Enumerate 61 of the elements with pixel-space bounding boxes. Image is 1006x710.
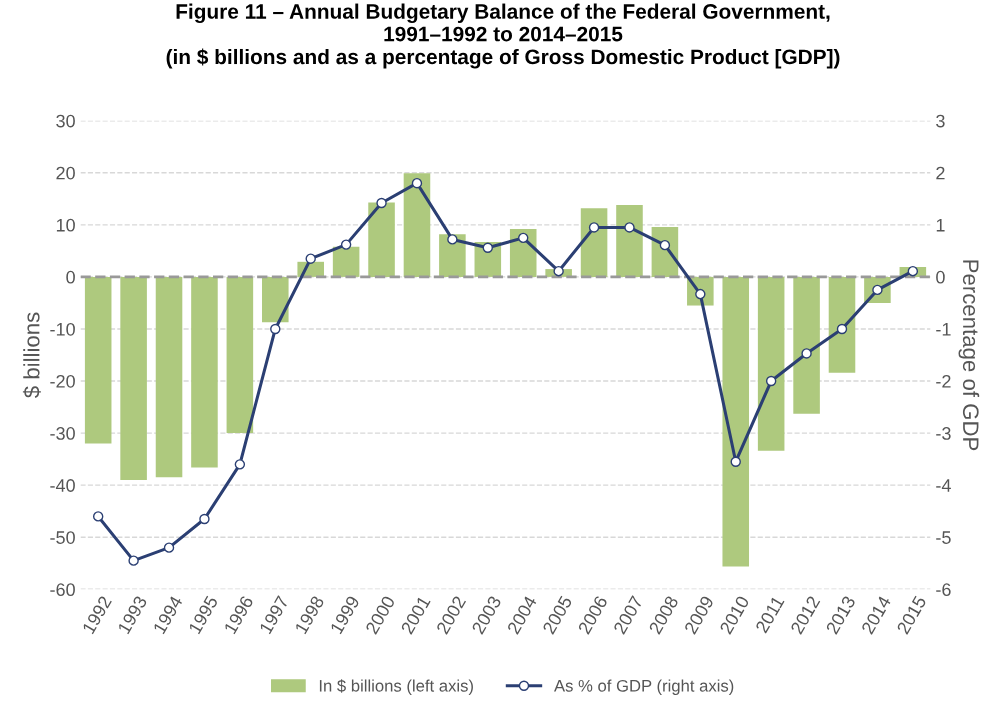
point (588, 222, 600, 233)
y-tick-label: -10 (50, 322, 75, 336)
y2-tick-label: -2 (936, 374, 951, 388)
y2-tick-label: 1 (936, 218, 945, 232)
point (659, 239, 671, 251)
point (163, 542, 175, 553)
bar (757, 276, 785, 451)
y-tick-label: -30 (50, 427, 75, 440)
bar (368, 202, 395, 277)
y2-tick-label: 0 (936, 270, 945, 284)
point (836, 323, 848, 335)
y2-tick-label: 2 (936, 166, 945, 180)
y-tick-label: 30 (56, 114, 75, 128)
y-tick-label: -20 (50, 374, 75, 388)
y-tick-label: 20 (56, 166, 75, 180)
y-axis-title: $ billions (22, 312, 41, 398)
point (270, 323, 281, 335)
legend-label: As % of GDP (right axis) (554, 679, 734, 695)
point (305, 253, 316, 264)
point (128, 555, 139, 566)
point (801, 348, 812, 359)
y2-tick-label: -1 (936, 323, 951, 336)
point (907, 265, 919, 277)
bar (262, 276, 289, 323)
point (624, 222, 635, 233)
point (765, 375, 777, 387)
bar (191, 276, 218, 468)
y2-tick-label: -5 (936, 531, 951, 544)
chart-title: Figure 11 – Annual Budgetary Balance of the Federal Government, 1991–1992 to 2014–2015 (in $ billions and as a percentage of Gross Domestic Product [GDP]) (166, 3, 840, 69)
point (482, 242, 494, 253)
point (411, 177, 423, 189)
y-tick-label: 10 (56, 218, 75, 232)
y-tick-label: 0 (66, 270, 75, 284)
bar (793, 276, 820, 414)
y2-axis-title: Percentage of GDP (958, 260, 980, 451)
bar (155, 276, 183, 478)
bar (84, 276, 112, 444)
y-tick-label: -40 (50, 479, 75, 492)
bar (722, 276, 750, 567)
y2-tick-label: -6 (936, 583, 951, 597)
point (376, 197, 387, 209)
bar (403, 173, 431, 277)
bar (616, 205, 643, 277)
bar (120, 276, 147, 480)
point (340, 239, 352, 250)
y2-tick-label: 3 (936, 114, 945, 128)
legend-label: In $ billions (left axis) (319, 679, 473, 695)
point (518, 232, 529, 244)
point (234, 459, 246, 470)
point (447, 234, 458, 245)
bar (332, 246, 360, 277)
bar (828, 276, 856, 373)
y-tick-label: -50 (50, 531, 75, 544)
y2-tick-label: -3 (936, 427, 951, 440)
point (199, 513, 210, 525)
bar (226, 276, 254, 434)
point (553, 265, 564, 277)
y-tick-label: -60 (50, 583, 75, 597)
point (92, 511, 104, 522)
y2-tick-label: -4 (936, 479, 951, 492)
point (730, 456, 741, 467)
